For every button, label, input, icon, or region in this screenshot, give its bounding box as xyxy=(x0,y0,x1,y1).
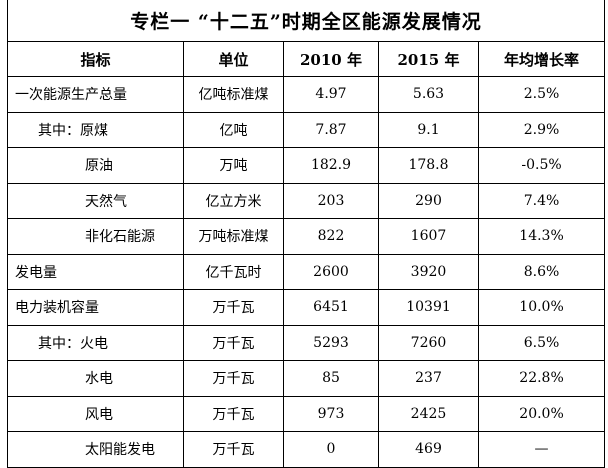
table-title: 专栏一 “十二五”时期全区能源发展情况 xyxy=(6,0,606,42)
value-2010-cell: 7.87 xyxy=(283,111,379,148)
value-2015-cell: 5.63 xyxy=(378,76,479,113)
growth-rate-cell: 10.0% xyxy=(477,289,606,326)
value-2010-cell: 4.97 xyxy=(283,76,379,113)
growth-rate-cell: 20.0% xyxy=(477,395,606,432)
header-2015: 2015 年 xyxy=(378,41,479,77)
table-row: 水电 万千瓦 85 237 22.8% xyxy=(7,360,606,397)
indicator-cell: 水电 xyxy=(7,360,184,397)
table-row: 一次能源生产总量 亿吨标准煤 4.97 5.63 2.5% xyxy=(7,76,606,113)
unit-cell: 万千瓦 xyxy=(183,324,284,361)
value-2010-cell: 0 xyxy=(283,431,379,468)
value-2015-cell: 178.8 xyxy=(378,147,479,184)
unit-cell: 亿千瓦时 xyxy=(183,253,284,290)
indicator-cell: 风电 xyxy=(7,395,184,432)
indicator-cell: 发电量 xyxy=(7,253,184,290)
value-2015-cell: 1607 xyxy=(378,218,479,255)
unit-cell: 亿吨标准煤 xyxy=(183,76,284,113)
value-2015-cell: 290 xyxy=(378,182,479,219)
value-2010-cell: 85 xyxy=(283,360,379,397)
table-row: 发电量 亿千瓦时 2600 3920 8.6% xyxy=(7,253,606,290)
indicator-cell: 原油 xyxy=(7,147,184,184)
unit-cell: 万千瓦 xyxy=(183,431,284,468)
table-row: 天然气 亿立方米 203 290 7.4% xyxy=(7,182,606,219)
table-row: 电力装机容量 万千瓦 6451 10391 10.0% xyxy=(7,289,606,326)
unit-cell: 万吨标准煤 xyxy=(183,218,284,255)
growth-rate-cell: 6.5% xyxy=(477,324,606,361)
unit-cell: 万千瓦 xyxy=(183,360,284,397)
indicator-cell: 其中：火电 xyxy=(7,324,184,361)
indicator-cell: 非化石能源 xyxy=(7,218,184,255)
energy-table: 专栏一 “十二五”时期全区能源发展情况 指标 单位 2010 年 2015 年 … xyxy=(6,0,606,468)
value-2015-cell: 7260 xyxy=(378,324,479,361)
value-2015-cell: 9.1 xyxy=(378,111,479,148)
growth-rate-cell: 2.9% xyxy=(477,111,606,148)
growth-rate-cell: 14.3% xyxy=(477,218,606,255)
value-2010-cell: 6451 xyxy=(283,289,379,326)
table-row: 非化石能源 万吨标准煤 822 1607 14.3% xyxy=(7,218,606,255)
value-2010-cell: 182.9 xyxy=(283,147,379,184)
table-row: 风电 万千瓦 973 2425 20.0% xyxy=(7,395,606,432)
unit-cell: 万千瓦 xyxy=(183,395,284,432)
indicator-cell: 电力装机容量 xyxy=(7,289,184,326)
table-row: 太阳能发电 万千瓦 0 469— xyxy=(7,431,606,468)
header-indicator: 指标 xyxy=(7,41,184,77)
value-2010-cell: 2600 xyxy=(283,253,379,290)
value-2015-cell: 469 xyxy=(378,431,479,468)
growth-rate-cell: — xyxy=(477,431,606,468)
unit-cell: 万千瓦 xyxy=(183,289,284,326)
indicator-cell: 一次能源生产总量 xyxy=(7,76,184,113)
growth-rate-cell: 2.5% xyxy=(477,76,606,113)
header-2010: 2010 年 xyxy=(283,41,379,77)
value-2015-cell: 3920 xyxy=(378,253,479,290)
value-2015-cell: 237 xyxy=(378,360,479,397)
unit-cell: 亿立方米 xyxy=(183,182,284,219)
header-unit: 单位 xyxy=(183,41,284,77)
indicator-cell: 太阳能发电 xyxy=(7,431,184,468)
indicator-cell: 其中：原煤 xyxy=(7,111,184,148)
table-row: 其中：火电 万千瓦 5293 7260 6.5% xyxy=(7,324,606,361)
growth-rate-cell: -0.5% xyxy=(477,147,606,184)
indicator-cell: 天然气 xyxy=(7,182,184,219)
growth-rate-cell: 22.8% xyxy=(477,360,606,397)
value-2010-cell: 973 xyxy=(283,395,379,432)
table-row: 其中：原煤 亿吨 7.87 9.1 2.9% xyxy=(7,111,606,148)
growth-rate-cell: 8.6% xyxy=(477,253,606,290)
unit-cell: 万吨 xyxy=(183,147,284,184)
header-row: 指标 单位 2010 年 2015 年 年均增长率 xyxy=(7,41,606,77)
value-2010-cell: 822 xyxy=(283,218,379,255)
value-2010-cell: 5293 xyxy=(283,324,379,361)
table-row: 原油 万吨 182.9 178.8 -0.5% xyxy=(7,147,606,184)
value-2010-cell: 203 xyxy=(283,182,379,219)
value-2015-cell: 10391 xyxy=(378,289,479,326)
growth-rate-cell: 7.4% xyxy=(477,182,606,219)
value-2015-cell: 2425 xyxy=(378,395,479,432)
unit-cell: 亿吨 xyxy=(183,111,284,148)
header-growth-rate: 年均增长率 xyxy=(477,41,606,77)
